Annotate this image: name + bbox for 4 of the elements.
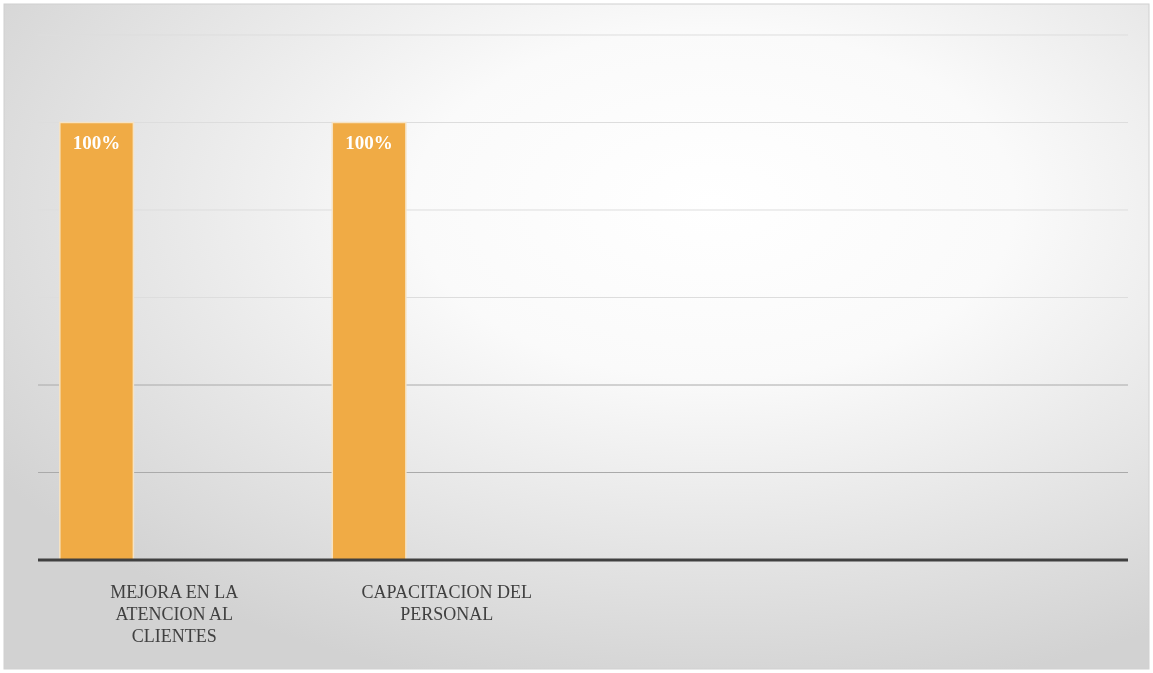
x-tick-label: CAPACITACION DEL PERSONAL bbox=[361, 582, 532, 624]
data-label: 100% bbox=[345, 131, 393, 153]
data-label: 100% bbox=[72, 131, 121, 153]
x-tick-label: MEJORA EN LA ATENCION AL CLIENTES bbox=[110, 582, 239, 646]
